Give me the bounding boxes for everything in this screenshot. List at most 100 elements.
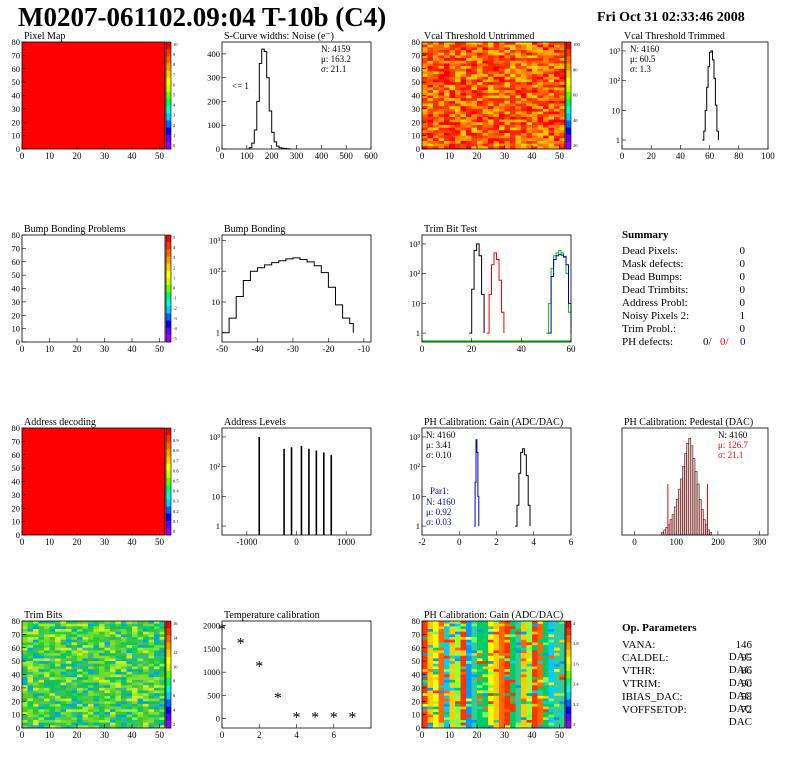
heatmap-cell <box>71 645 78 649</box>
y-tick-label: 500 <box>207 690 220 700</box>
heatmap-cell <box>488 47 494 51</box>
heatmap-cell <box>49 719 56 723</box>
heatmap-cell <box>104 706 111 710</box>
y-tick-label: 0 <box>16 337 20 347</box>
heatmap-cell <box>521 60 527 64</box>
heatmap-cell <box>132 642 138 646</box>
heatmap-cell <box>99 639 105 643</box>
heatmap-cell <box>455 714 461 718</box>
heatmap-cell <box>510 114 516 118</box>
heatmap-cell <box>548 674 555 678</box>
heatmap-cell <box>482 63 489 67</box>
heatmap-cell <box>455 663 461 667</box>
heatmap-cell <box>132 714 138 718</box>
heatmap-cell <box>493 106 500 110</box>
heatmap-cell <box>521 703 527 707</box>
heatmap-cell <box>554 714 560 718</box>
heatmap-cell <box>38 714 45 718</box>
x-tick-label: 40 <box>128 344 138 354</box>
colorbar-tick-label: 14 <box>173 635 178 640</box>
heatmap-cell <box>148 621 155 624</box>
heatmap-cell <box>22 629 28 632</box>
heatmap-cell <box>154 637 160 641</box>
heatmap-cell <box>104 719 111 723</box>
heatmap-cell <box>543 690 549 694</box>
heatmap-cell <box>543 669 549 673</box>
heatmap-cell <box>515 639 522 643</box>
heatmap-cell <box>543 58 549 62</box>
x-tick-label: 40 <box>528 151 538 161</box>
y-tick-label: 30 <box>12 490 21 500</box>
heatmap-cell <box>137 701 144 705</box>
colorbar-segment <box>166 113 171 121</box>
heatmap-cell <box>132 626 138 630</box>
heatmap-cell <box>477 674 483 678</box>
heatmap-cell <box>159 669 166 673</box>
heatmap-cell <box>99 658 105 662</box>
heatmap-cell <box>159 719 166 723</box>
heatmap-cell <box>482 130 489 134</box>
heatmap-cell <box>559 138 566 142</box>
x-tick-label: 80 <box>734 151 744 161</box>
colorbar-segment <box>166 49 171 57</box>
heatmap-cell <box>33 655 39 659</box>
heatmap-cell <box>554 639 560 643</box>
heatmap-cell <box>537 647 544 651</box>
heatmap-cell <box>537 637 544 641</box>
heatmap-cell <box>27 690 34 694</box>
heatmap-cell <box>471 76 478 80</box>
heatmap-cell <box>444 693 450 697</box>
heatmap-cell <box>449 108 456 112</box>
colorbar-segment <box>166 663 171 672</box>
x-tick-label: 300 <box>753 537 767 547</box>
heatmap-cell <box>510 66 516 70</box>
colorbar-segment <box>166 99 171 107</box>
heatmap-cell <box>115 698 122 702</box>
heatmap-cell <box>444 701 450 705</box>
heatmap-cell <box>537 634 544 638</box>
heatmap-cell <box>543 698 549 702</box>
heatmap-cell <box>521 63 527 67</box>
heatmap-cell <box>44 722 50 726</box>
heatmap-cell <box>38 626 45 630</box>
heatmap-cell <box>466 631 472 635</box>
heatmap-cell <box>132 703 138 707</box>
heatmap-cell <box>422 631 428 635</box>
heatmap-cell <box>515 679 522 683</box>
heatmap-cell <box>532 130 538 134</box>
heatmap-cell <box>493 685 500 689</box>
heatmap-cell <box>99 623 105 627</box>
heatmap-cell <box>438 130 445 134</box>
heatmap-cell <box>554 79 560 83</box>
heatmap-cell <box>521 138 527 142</box>
y-tick-label: 60 <box>12 257 21 267</box>
heatmap-cell <box>543 63 549 67</box>
heatmap-cell <box>93 637 100 641</box>
x-tick-label: 40 <box>676 151 686 161</box>
heatmap-cell <box>554 695 560 699</box>
heatmap-cell <box>477 108 483 112</box>
heatmap-cell <box>433 642 439 646</box>
colorbar-segment <box>166 334 171 343</box>
heatmap-cell <box>554 116 560 120</box>
heatmap-cell <box>137 671 144 675</box>
y-tick-label: 40 <box>12 477 21 487</box>
heatmap-cell <box>110 653 116 657</box>
heatmap-cell <box>44 682 50 686</box>
heatmap-cell <box>137 642 144 646</box>
heatmap-cell <box>504 122 511 126</box>
heatmap-cell <box>488 626 494 630</box>
heatmap-cell <box>38 695 45 699</box>
heatmap-cell <box>33 658 39 662</box>
heatmap-cell <box>93 717 100 721</box>
heatmap-cell <box>526 90 533 94</box>
heatmap-cell <box>143 631 149 635</box>
heatmap-cell <box>532 682 538 686</box>
heatmap-cell <box>60 711 67 715</box>
heatmap-cell <box>433 140 439 144</box>
heatmap-cell <box>537 685 544 689</box>
heatmap-cell <box>143 725 149 729</box>
heatmap-cell <box>510 90 516 94</box>
heatmap-cell <box>455 655 461 659</box>
heatmap-cell <box>543 714 549 718</box>
